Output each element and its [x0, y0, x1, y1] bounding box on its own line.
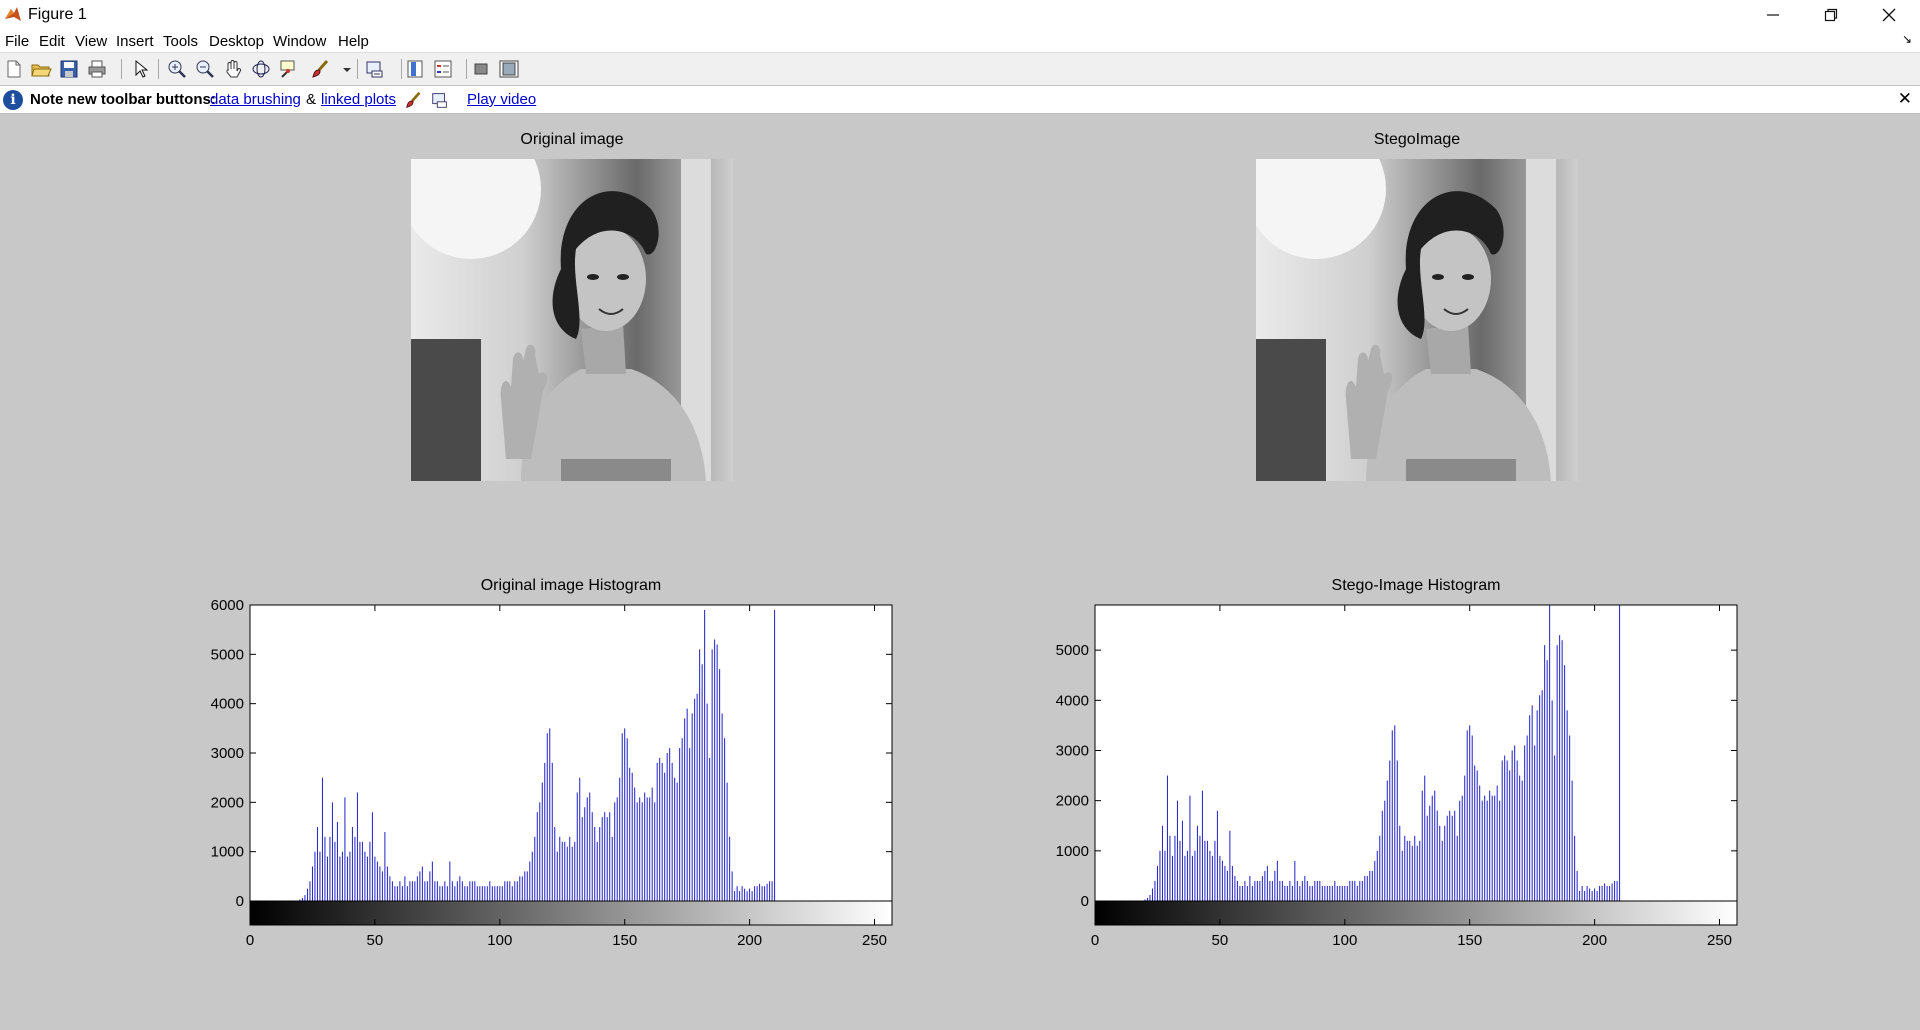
menu-tools[interactable]: Tools: [163, 33, 199, 50]
rotate-3d-icon[interactable]: [250, 58, 272, 80]
y-tick-label: 2000: [1056, 793, 1089, 810]
menu-desktop[interactable]: Desktop: [209, 33, 265, 50]
x-tick-label: 0: [1091, 932, 1099, 949]
ampersand-text: &: [306, 91, 317, 108]
data-cursor-icon[interactable]: [278, 58, 300, 80]
x-tick-label: 250: [862, 932, 887, 949]
minimize-button[interactable]: [1744, 0, 1802, 30]
menu-bar: File Edit View Insert Tools Desktop Wind…: [0, 30, 1920, 53]
gray-colorbar: [249, 900, 893, 926]
original-image: [411, 159, 733, 481]
link-plot-icon[interactable]: [364, 58, 386, 80]
edit-plot-arrow-icon[interactable]: [129, 58, 151, 80]
x-tick-label: 50: [1212, 932, 1229, 949]
original-histogram-chart: 0 1000 2000 3000 4000 5000 6000 0 50 100 150 200 250: [211, 600, 893, 949]
x-tick-label: 0: [246, 932, 254, 949]
restore-button[interactable]: [1802, 0, 1860, 30]
title-bar: Figure 1: [0, 0, 1920, 30]
x-tick-label: 50: [367, 932, 384, 949]
toolbar-separator: [158, 59, 159, 79]
chart-title: Original image Histogram: [480, 577, 662, 594]
menu-view[interactable]: View: [75, 33, 108, 50]
restore-icon: [1824, 8, 1838, 22]
y-tick-label: 0: [236, 893, 244, 910]
colorbar-icon[interactable]: [404, 58, 426, 80]
dock-arrow-icon[interactable]: ↘: [1901, 32, 1912, 46]
y-tick-label: 3000: [211, 745, 244, 762]
y-tick-label: 4000: [1056, 692, 1089, 709]
open-file-icon[interactable]: [30, 58, 52, 80]
x-tick-label: 200: [1582, 932, 1607, 949]
minimize-icon: [1767, 14, 1779, 16]
toolbar-separator: [466, 59, 467, 79]
gray-colorbar: [1094, 900, 1738, 926]
close-icon: [1882, 8, 1896, 22]
zoom-out-icon[interactable]: [194, 58, 216, 80]
original-image-title: Original image: [520, 131, 624, 148]
hide-plot-tools-icon[interactable]: [470, 58, 492, 80]
menu-window[interactable]: Window: [273, 33, 327, 50]
new-figure-icon[interactable]: [3, 58, 25, 80]
axes-box: [1094, 604, 1738, 902]
toolbar-separator: [357, 59, 358, 79]
window-title: Figure 1: [28, 6, 87, 23]
linked-plots-link[interactable]: linked plots: [321, 91, 397, 108]
y-tick-label: 1000: [211, 844, 244, 861]
y-tick-label: 5000: [211, 646, 244, 663]
data-brushing-link[interactable]: data brushing: [210, 91, 301, 108]
y-tick-label: 5000: [1056, 642, 1089, 659]
y-tick-label: 2000: [211, 794, 244, 811]
play-video-link[interactable]: Play video: [467, 91, 537, 108]
menu-insert[interactable]: Insert: [116, 33, 154, 50]
brush-dropdown-icon[interactable]: [336, 58, 351, 80]
figure-toolbar: [0, 53, 1920, 86]
info-note-text: Note new toolbar buttons:: [30, 91, 216, 108]
close-button[interactable]: [1860, 0, 1918, 30]
x-tick-label: 200: [737, 932, 762, 949]
stego-histogram-chart: 0 1000 2000 3000 4000 5000 0 50 100 150 200 250: [1056, 604, 1738, 949]
show-plot-tools-icon[interactable]: [498, 58, 520, 80]
save-icon[interactable]: [58, 58, 80, 80]
matlab-logo-icon: [5, 7, 21, 21]
y-tick-label: 1000: [1056, 843, 1089, 860]
y-tick-label: 4000: [211, 696, 244, 713]
stego-image-title: StegoImage: [1373, 131, 1461, 148]
y-tick-label: 6000: [211, 600, 244, 614]
stego-image: [1256, 159, 1578, 481]
plot-area: [1095, 605, 1737, 901]
menu-help[interactable]: Help: [338, 33, 369, 50]
toolbar-separator: [121, 59, 122, 79]
info-icon: i: [3, 90, 23, 110]
x-tick-label: 150: [612, 932, 637, 949]
chart-title: Stego-Image Histogram: [1331, 577, 1501, 594]
menu-edit[interactable]: Edit: [39, 33, 65, 50]
brush-icon[interactable]: [310, 58, 332, 80]
link-plot-icon: [432, 93, 447, 108]
close-infobar-icon[interactable]: ✕: [1897, 89, 1912, 108]
plot-area: [250, 605, 892, 901]
x-tick-label: 100: [1332, 932, 1357, 949]
legend-icon[interactable]: [432, 58, 454, 80]
info-bar: i Note new toolbar buttons: data brushin…: [0, 86, 1920, 114]
print-icon[interactable]: [86, 58, 108, 80]
x-tick-label: 250: [1707, 932, 1732, 949]
menu-file[interactable]: File: [5, 33, 30, 50]
toolbar-separator: [401, 59, 402, 79]
y-tick-label: 0: [1081, 893, 1089, 910]
zoom-in-icon[interactable]: [166, 58, 188, 80]
pan-hand-icon[interactable]: [222, 58, 244, 80]
y-tick-label: 3000: [1056, 742, 1089, 759]
brush-icon: [406, 91, 421, 108]
x-tick-label: 150: [1457, 932, 1482, 949]
x-tick-label: 100: [487, 932, 512, 949]
